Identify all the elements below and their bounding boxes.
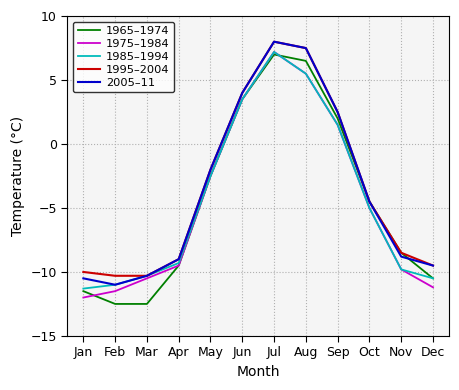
1975–1984: [144, 276, 149, 281]
1965–1974: [207, 174, 213, 178]
2005–11: [207, 167, 213, 172]
1965–1974: [112, 301, 118, 306]
1985–1994: [80, 286, 86, 291]
1995–2004: [366, 199, 371, 204]
2005–11: [334, 110, 340, 114]
1995–2004: [144, 273, 149, 278]
2005–11: [80, 276, 86, 281]
1965–1974: [397, 250, 403, 255]
2005–11: [397, 254, 403, 259]
2005–11: [112, 282, 118, 287]
1995–2004: [429, 263, 435, 268]
1975–1984: [302, 71, 308, 76]
1965–1974: [302, 58, 308, 63]
1995–2004: [302, 46, 308, 50]
1975–1984: [429, 285, 435, 290]
1985–1994: [366, 206, 371, 210]
1995–2004: [207, 167, 213, 172]
1985–1994: [334, 122, 340, 127]
1985–1994: [112, 282, 118, 287]
2005–11: [429, 263, 435, 268]
1965–1974: [80, 289, 86, 294]
X-axis label: Month: Month: [236, 365, 280, 379]
2005–11: [302, 46, 308, 50]
1965–1974: [366, 199, 371, 204]
1975–1984: [397, 267, 403, 272]
1975–1984: [112, 289, 118, 294]
1985–1994: [302, 71, 308, 76]
1965–1974: [144, 301, 149, 306]
2005–11: [239, 90, 245, 95]
Line: 1995–2004: 1995–2004: [83, 42, 432, 276]
1985–1994: [429, 276, 435, 281]
2005–11: [366, 199, 371, 204]
1985–1994: [271, 50, 276, 54]
1965–1974: [271, 52, 276, 57]
1995–2004: [175, 257, 181, 262]
2005–11: [144, 273, 149, 278]
1985–1994: [397, 267, 403, 272]
1995–2004: [271, 39, 276, 44]
Line: 1975–1984: 1975–1984: [83, 52, 432, 298]
Line: 2005–11: 2005–11: [83, 42, 432, 285]
1975–1984: [80, 295, 86, 300]
1975–1984: [207, 174, 213, 178]
1975–1984: [366, 206, 371, 210]
1965–1974: [334, 116, 340, 121]
Line: 1985–1994: 1985–1994: [83, 52, 432, 289]
1965–1974: [175, 263, 181, 268]
1985–1994: [239, 97, 245, 102]
1995–2004: [397, 250, 403, 255]
Legend: 1965–1974, 1975–1984, 1985–1994, 1995–2004, 2005–11: 1965–1974, 1975–1984, 1985–1994, 1995–20…: [73, 22, 174, 92]
Y-axis label: Temperature (°C): Temperature (°C): [11, 116, 25, 236]
1995–2004: [334, 110, 340, 114]
1985–1994: [207, 174, 213, 178]
1985–1994: [175, 261, 181, 265]
1965–1974: [239, 97, 245, 102]
1995–2004: [112, 273, 118, 278]
1995–2004: [239, 90, 245, 95]
1975–1984: [239, 97, 245, 102]
Line: 1965–1974: 1965–1974: [83, 55, 432, 304]
1975–1984: [175, 263, 181, 268]
1965–1974: [429, 276, 435, 281]
1985–1994: [144, 273, 149, 278]
1975–1984: [271, 50, 276, 54]
2005–11: [271, 39, 276, 44]
1975–1984: [334, 122, 340, 127]
1995–2004: [80, 269, 86, 274]
2005–11: [175, 257, 181, 262]
